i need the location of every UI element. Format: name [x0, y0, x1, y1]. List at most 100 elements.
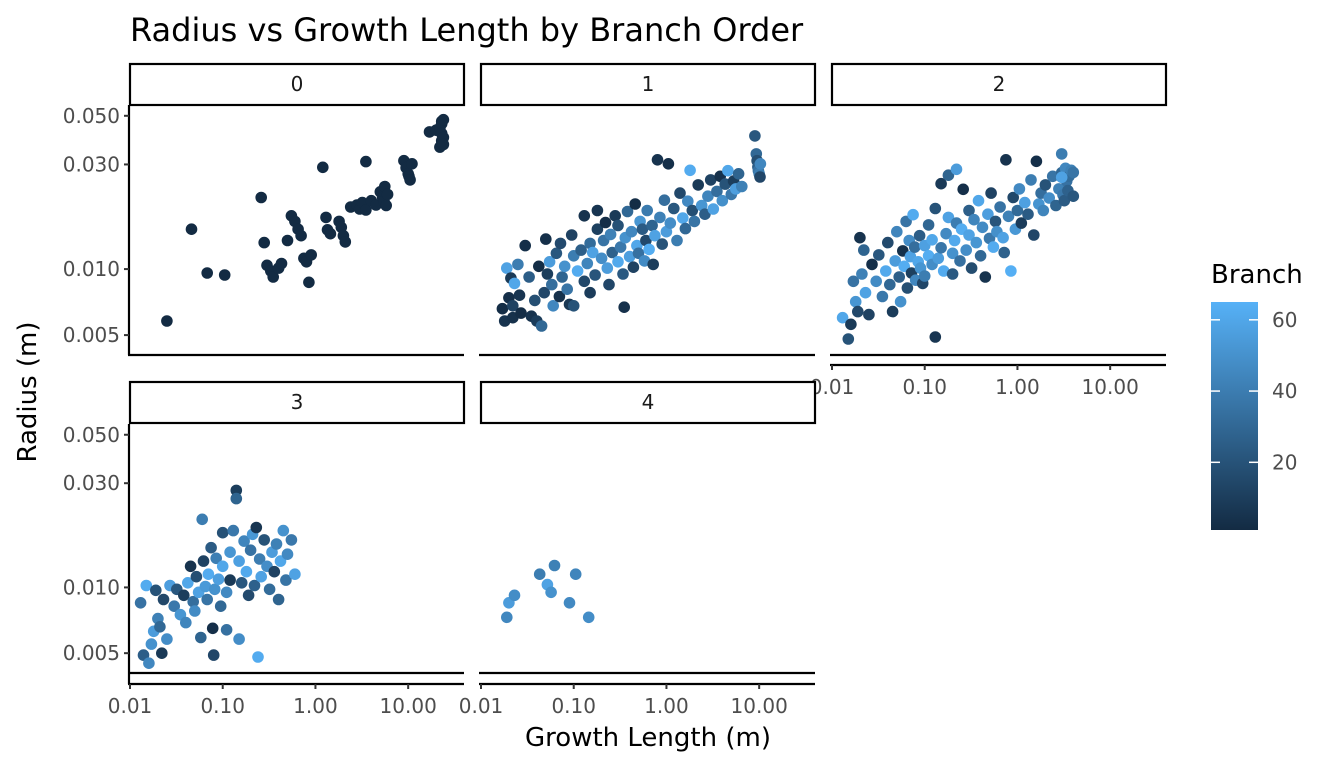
panel-1: 1 — [479, 62, 817, 357]
data-point — [558, 260, 571, 273]
data-point — [935, 177, 947, 190]
data-point — [621, 205, 634, 218]
data-point — [940, 227, 952, 240]
facet-strip-label: 2 — [993, 72, 1006, 96]
data-point — [674, 187, 686, 199]
data-point — [1046, 170, 1059, 183]
data-point — [965, 262, 978, 274]
data-point — [380, 199, 393, 212]
data-point — [983, 232, 996, 245]
data-point — [623, 250, 636, 263]
data-point — [252, 651, 264, 663]
data-point — [161, 633, 173, 645]
data-point — [716, 194, 729, 207]
data-point — [957, 183, 969, 196]
data-point — [985, 187, 997, 199]
data-point — [749, 130, 761, 142]
data-point — [876, 290, 889, 303]
data-point — [202, 568, 215, 580]
y-tick-label: 0.010 — [63, 575, 120, 599]
facet-strip-label: 3 — [291, 390, 304, 414]
data-point — [501, 262, 513, 274]
data-point — [206, 622, 219, 635]
data-point — [546, 278, 558, 291]
data-point — [684, 164, 696, 177]
data-point — [360, 204, 372, 216]
data-point — [220, 624, 233, 636]
y-tick-label: 0.050 — [63, 104, 120, 128]
data-point — [277, 524, 290, 537]
data-point — [612, 219, 624, 232]
data-point — [1043, 192, 1055, 204]
data-point — [533, 260, 545, 273]
data-point — [258, 236, 271, 249]
data-point — [893, 271, 905, 283]
data-point — [854, 231, 866, 244]
data-point — [235, 577, 248, 589]
data-point — [884, 278, 896, 291]
data-point — [575, 244, 587, 256]
data-point — [220, 586, 233, 599]
data-point — [550, 247, 563, 260]
data-point — [994, 201, 1006, 213]
data-point — [195, 631, 207, 644]
data-point — [856, 268, 868, 280]
data-point — [1055, 148, 1068, 160]
data-point — [625, 225, 638, 238]
data-point — [218, 269, 231, 281]
data-point — [515, 307, 527, 319]
data-point — [929, 331, 942, 343]
x-tick-label: 0.10 — [902, 375, 947, 399]
data-point — [873, 249, 885, 261]
data-point — [289, 568, 301, 580]
data-point — [201, 593, 213, 606]
data-point — [1030, 155, 1043, 168]
data-point — [1019, 196, 1031, 209]
data-point — [736, 180, 748, 193]
data-point — [963, 204, 975, 217]
data-point — [968, 213, 980, 226]
data-point — [987, 241, 1000, 253]
data-point — [317, 161, 329, 174]
chart-title: Radius vs Growth Length by Branch Order — [130, 11, 804, 49]
data-point — [946, 247, 959, 260]
data-point — [270, 538, 283, 550]
data-point — [582, 611, 595, 624]
data-point — [643, 243, 655, 256]
data-point — [651, 154, 664, 166]
data-point — [230, 484, 243, 497]
data-point — [1067, 190, 1080, 202]
data-point — [1037, 204, 1050, 217]
data-point — [224, 546, 236, 558]
data-point — [567, 300, 580, 312]
data-point — [866, 258, 878, 271]
data-point — [617, 268, 629, 280]
data-point — [1025, 174, 1037, 186]
facet-strip-label: 1 — [642, 72, 655, 96]
data-point — [242, 589, 255, 602]
data-point — [880, 265, 892, 277]
y-axis-title: Radius (m) — [13, 321, 43, 462]
data-point — [508, 277, 521, 290]
data-point — [692, 179, 704, 191]
data-point — [640, 234, 652, 247]
data-point — [907, 208, 919, 221]
data-point — [974, 250, 987, 262]
data-point — [963, 229, 975, 241]
data-point — [998, 246, 1010, 259]
data-point — [255, 570, 267, 583]
data-point — [533, 568, 546, 580]
data-point — [154, 621, 166, 633]
data-point — [1013, 183, 1026, 195]
data-point — [894, 295, 907, 308]
panel-grid: 0 0.005 0.010 0.030 0.050 1 2 0.01 0.10 1.00 10.00… — [63, 62, 1168, 718]
data-point — [561, 283, 573, 296]
data-point — [942, 169, 955, 181]
data-point — [842, 333, 855, 345]
data-point — [695, 199, 708, 212]
facet-strip — [128, 380, 466, 425]
data-point — [664, 217, 677, 229]
data-point — [972, 194, 985, 207]
data-point — [997, 231, 1009, 244]
data-point — [942, 211, 955, 224]
